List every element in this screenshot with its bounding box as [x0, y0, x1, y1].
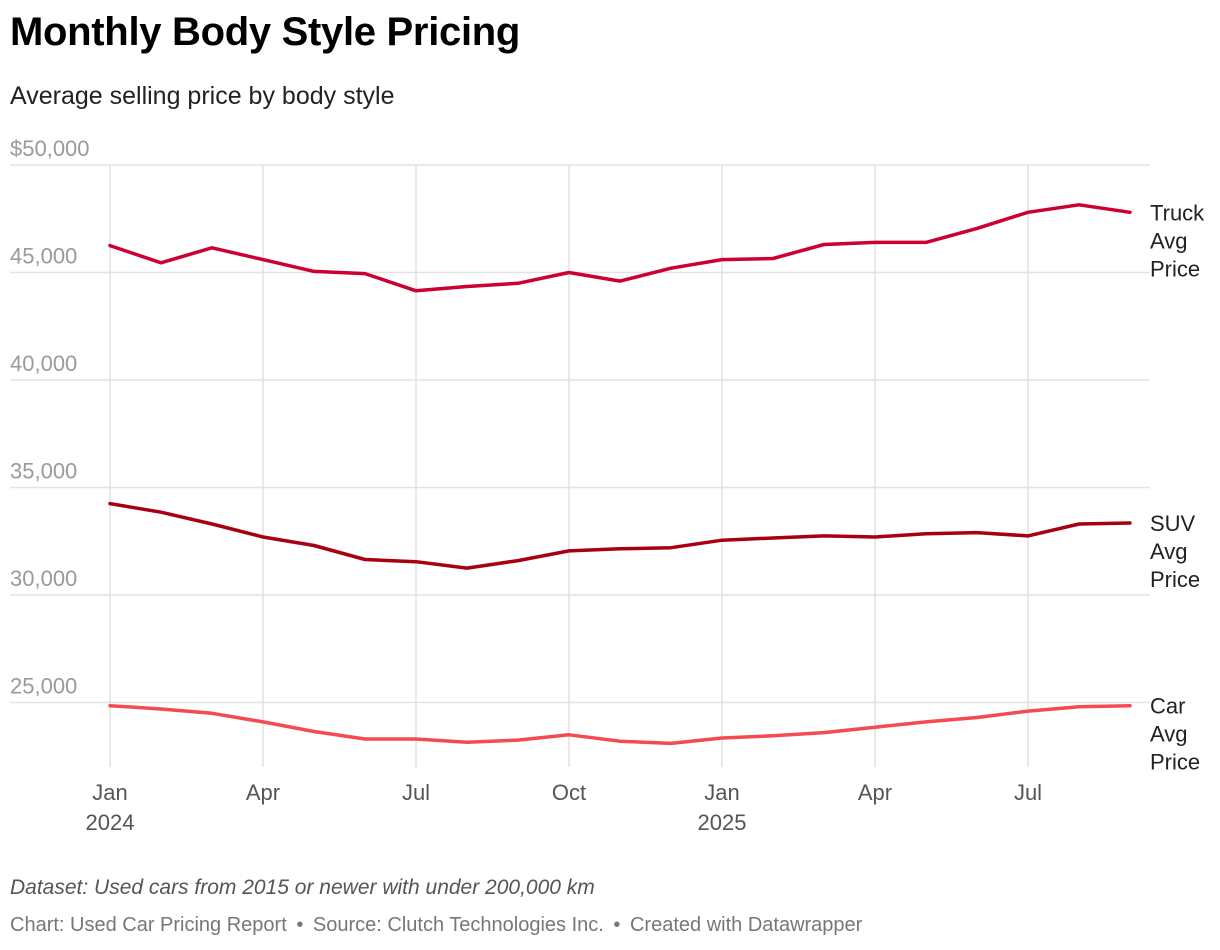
byline-created: Created with Datawrapper: [629, 914, 863, 936]
x-tick-label: Oct: [552, 780, 586, 805]
x-tick-label: Apr: [246, 780, 280, 805]
x-tick-label: Jan: [704, 780, 739, 805]
series-line-suv-avg-price: [108, 501, 1132, 570]
byline-separator: •: [296, 914, 304, 936]
x-tick-label: Jul: [1014, 780, 1042, 805]
series-label-line: Truck: [1150, 200, 1205, 225]
y-tick-label: 45,000: [10, 244, 77, 269]
x-tick-year: 2024: [86, 810, 135, 835]
series-label-line: Avg: [1150, 722, 1188, 747]
series-label-line: Avg: [1150, 539, 1188, 564]
series-label-suv-avg-price: SUV Avg Price: [1150, 511, 1200, 592]
series-label-line: Car: [1150, 694, 1185, 719]
byline-source: Source: Clutch Technologies Inc.: [312, 914, 604, 936]
y-tick-label: $50,000: [10, 136, 90, 161]
x-tick-label: Jan: [92, 780, 127, 805]
byline-chart: Chart: Used Car Pricing Report: [10, 914, 287, 936]
series-label-line: Price: [1150, 750, 1200, 775]
grid: [10, 164, 1150, 767]
y-axis: $50,000 45,000 40,000 35,000 30,000 25,000: [10, 136, 90, 699]
x-tick-label: Apr: [858, 780, 892, 805]
series-label-line: Avg: [1150, 228, 1188, 253]
series-labels: Truck Avg Price SUV Avg Price Car Avg Price: [1150, 200, 1205, 774]
x-tick-label: Jul: [402, 780, 430, 805]
series-label-car-avg-price: Car Avg Price: [1150, 694, 1200, 775]
y-tick-label: 30,000: [10, 566, 77, 591]
x-axis: Jan 2024 Apr Jul Oct Jan 2025 Apr Jul: [86, 780, 1043, 835]
series-label-line: Price: [1150, 567, 1200, 592]
line-chart: $50,000 45,000 40,000 35,000 30,000 25,000 Ja…: [10, 136, 1205, 835]
y-tick-label: 25,000: [10, 674, 77, 699]
series-label-line: Price: [1150, 256, 1200, 281]
y-tick-label: 40,000: [10, 351, 77, 376]
byline-separator: •: [613, 914, 621, 936]
series-lines: [108, 203, 1132, 746]
byline: Chart: Used Car Pricing Report • Source:…: [10, 914, 862, 937]
series-line-car-avg-price: [108, 703, 1132, 746]
series-label-line: SUV: [1150, 511, 1196, 536]
dataset-note: Dataset: Used cars from 2015 or newer wi…: [10, 876, 595, 899]
series-line-truck-avg-price: [108, 203, 1132, 293]
chart-title: Monthly Body Style Pricing: [10, 10, 521, 54]
series-label-truck-avg-price: Truck Avg Price: [1150, 200, 1205, 281]
chart-subtitle: Average selling price by body style: [10, 82, 395, 110]
y-tick-label: 35,000: [10, 459, 77, 484]
x-tick-year: 2025: [698, 810, 747, 835]
